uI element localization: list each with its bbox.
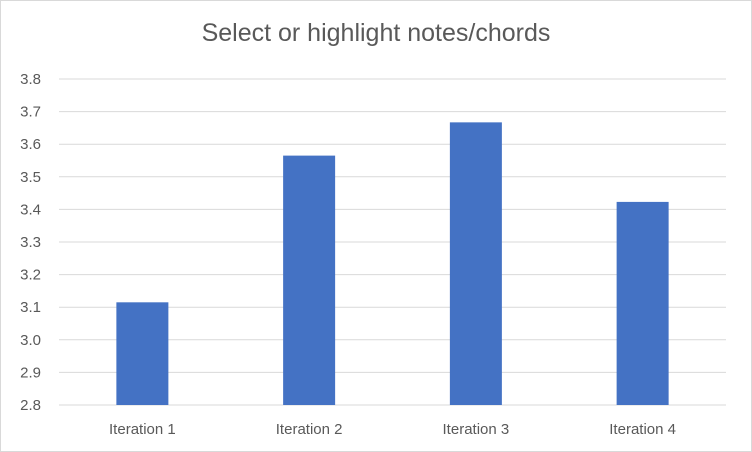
x-tick-label: Iteration 1 xyxy=(109,421,176,438)
y-tick-label: 3.2 xyxy=(20,267,41,284)
x-axis-ticks: Iteration 1 Iteration 2 Iteration 3 Iterati… xyxy=(109,421,676,438)
x-tick-label: Iteration 4 xyxy=(609,421,676,438)
y-tick-label: 2.8 xyxy=(20,397,41,414)
y-tick-label: 3.4 xyxy=(20,201,41,218)
bar xyxy=(116,302,169,405)
y-tick-label: 3.3 xyxy=(20,234,41,251)
chart-title: Select or highlight notes/chords xyxy=(201,19,551,47)
y-tick-label: 3.8 xyxy=(20,71,41,88)
gridlines xyxy=(59,78,726,406)
bar xyxy=(616,201,669,405)
y-tick-label: 3.1 xyxy=(20,299,41,316)
x-tick-label: Iteration 2 xyxy=(276,421,343,438)
y-tick-label: 3.6 xyxy=(20,136,41,153)
bar xyxy=(283,155,336,405)
y-tick-label: 3.7 xyxy=(20,104,41,121)
x-tick-label: Iteration 3 xyxy=(443,421,510,438)
y-tick-label: 3.0 xyxy=(20,332,41,349)
y-axis-ticks: 2.8 2.9 3.0 3.1 3.2 3.3 3.4 3.5 3.6 3.7 3.8 xyxy=(20,71,41,414)
bars xyxy=(116,122,669,405)
y-tick-label: 3.5 xyxy=(20,169,41,186)
bar xyxy=(449,122,502,405)
y-tick-label: 2.9 xyxy=(20,364,41,381)
